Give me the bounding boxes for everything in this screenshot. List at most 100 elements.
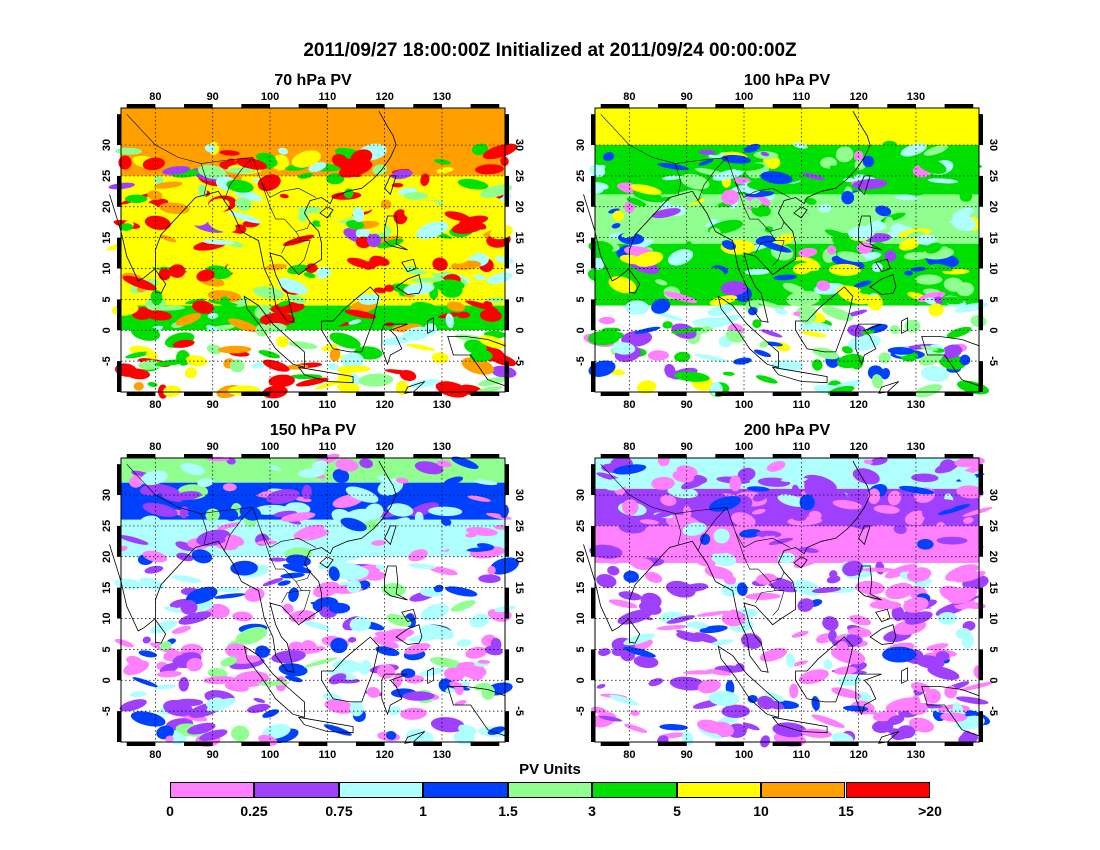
axis-bar <box>117 711 121 742</box>
lat-tick-label: -5 <box>513 706 525 716</box>
lat-tick-label: 0 <box>513 677 525 683</box>
pv-band <box>595 108 979 145</box>
lat-tick-label: 20 <box>987 201 999 213</box>
axis-bar <box>830 104 859 108</box>
axis-bar <box>413 392 442 396</box>
lat-tick-label: -5 <box>575 356 587 366</box>
lon-tick-label: 100 <box>735 399 753 411</box>
axis-bar <box>979 588 983 619</box>
colorbar-title: PV Units <box>0 761 1100 778</box>
lon-tick-label: 120 <box>375 91 393 103</box>
map-panel-70hpa: 80 80 90 90 100 100 110 110 120 120 130 130 30 30 25 25… <box>121 108 505 392</box>
lon-tick-label: 80 <box>149 441 161 453</box>
colorbar-swatch <box>170 782 254 798</box>
axis-bar <box>658 392 687 396</box>
lat-tick-label: 25 <box>987 520 999 532</box>
lon-tick-label: 80 <box>623 399 635 411</box>
lat-tick-label: 25 <box>575 520 587 532</box>
colorbar-swatch <box>508 782 592 798</box>
lon-tick-label: 80 <box>623 91 635 103</box>
lon-tick-label: 90 <box>681 91 693 103</box>
axis-bar <box>773 742 802 746</box>
axis-bar <box>413 104 442 108</box>
axis-bar <box>471 454 500 458</box>
lon-tick-label: 90 <box>681 749 693 761</box>
lon-tick-label: 100 <box>261 441 279 453</box>
lat-tick-label: -5 <box>575 706 587 716</box>
lon-tick-label: 110 <box>792 441 810 453</box>
pv-blob <box>404 192 428 200</box>
lon-tick-label: 100 <box>261 399 279 411</box>
colorbar-label: 0 <box>160 803 180 819</box>
colorbar-label: 1.5 <box>488 803 528 819</box>
lon-tick-label: 130 <box>433 749 451 761</box>
axis-bar <box>299 454 328 458</box>
axis-bar <box>591 526 595 557</box>
axis-bar <box>591 299 595 330</box>
lat-tick-label: -5 <box>101 706 113 716</box>
axis-bar <box>887 104 916 108</box>
figure-title: 2011/09/27 18:00:00Z Initialized at 2011… <box>0 40 1100 62</box>
lon-tick-label: 110 <box>792 91 810 103</box>
axis-bar <box>601 742 630 746</box>
lon-tick-label: 90 <box>207 399 219 411</box>
axis-bar <box>979 299 983 330</box>
lat-tick-label: 10 <box>987 262 999 274</box>
axis-bar <box>505 299 509 330</box>
lat-tick-label: 5 <box>987 296 999 302</box>
axis-bar <box>241 104 270 108</box>
lon-tick-label: 120 <box>849 749 867 761</box>
colorbar-swatch <box>423 782 507 798</box>
axis-bar <box>887 454 916 458</box>
lon-tick-label: 120 <box>375 441 393 453</box>
lon-tick-label: 120 <box>849 441 867 453</box>
axis-bar <box>715 742 744 746</box>
pv-blob <box>625 300 649 315</box>
lat-tick-label: 30 <box>987 489 999 501</box>
lon-tick-label: 90 <box>207 749 219 761</box>
axis-bar <box>773 392 802 396</box>
map-svg-200hpa: 8080909010010011011012012013013030 3025 25… <box>595 458 979 742</box>
lat-tick-label: 15 <box>987 582 999 594</box>
axis-bar <box>601 454 630 458</box>
map-panel-200hpa: 80 80 90 90 100 100 110 110 120 120 130 130 30 30 25 25… <box>595 458 979 742</box>
axis-bar <box>591 176 595 207</box>
lat-tick-label: 10 <box>575 612 587 624</box>
lon-tick-label: 130 <box>433 441 451 453</box>
axis-bar <box>117 361 121 392</box>
pv-blob <box>401 668 416 678</box>
axis-bar <box>505 526 509 557</box>
lat-tick-label: 5 <box>987 646 999 652</box>
axis-bar <box>413 454 442 458</box>
lon-tick-label: 120 <box>849 91 867 103</box>
lat-tick-label: 15 <box>101 582 113 594</box>
lat-tick-label: 0 <box>575 327 587 333</box>
axis-bar <box>117 464 121 495</box>
axis-bar <box>715 104 744 108</box>
axis-bar <box>117 526 121 557</box>
lat-tick-label: 15 <box>101 232 113 244</box>
lat-tick-label: 25 <box>513 520 525 532</box>
panel-title-200hpa: 200 hPa PV <box>595 422 979 440</box>
axis-bar <box>184 104 213 108</box>
pv-blob <box>915 274 942 284</box>
axis-bar <box>241 454 270 458</box>
colorbar-label: 5 <box>657 803 697 819</box>
lon-tick-label: 110 <box>792 399 810 411</box>
colorbar-swatch <box>677 782 761 798</box>
axis-bar <box>945 392 974 396</box>
axis-bar <box>591 114 595 145</box>
lat-tick-label: 10 <box>101 262 113 274</box>
pv-blob <box>487 297 506 302</box>
lon-tick-label: 110 <box>792 749 810 761</box>
axis-bar <box>979 464 983 495</box>
pv-band <box>121 176 505 207</box>
lat-tick-label: 5 <box>513 646 525 652</box>
axis-bar <box>505 176 509 207</box>
axis-bar <box>979 238 983 269</box>
lat-tick-label: 10 <box>575 262 587 274</box>
lat-tick-label: 30 <box>987 139 999 151</box>
lat-tick-label: 10 <box>513 262 525 274</box>
lat-tick-label: -5 <box>987 706 999 716</box>
lat-tick-label: 10 <box>513 612 525 624</box>
